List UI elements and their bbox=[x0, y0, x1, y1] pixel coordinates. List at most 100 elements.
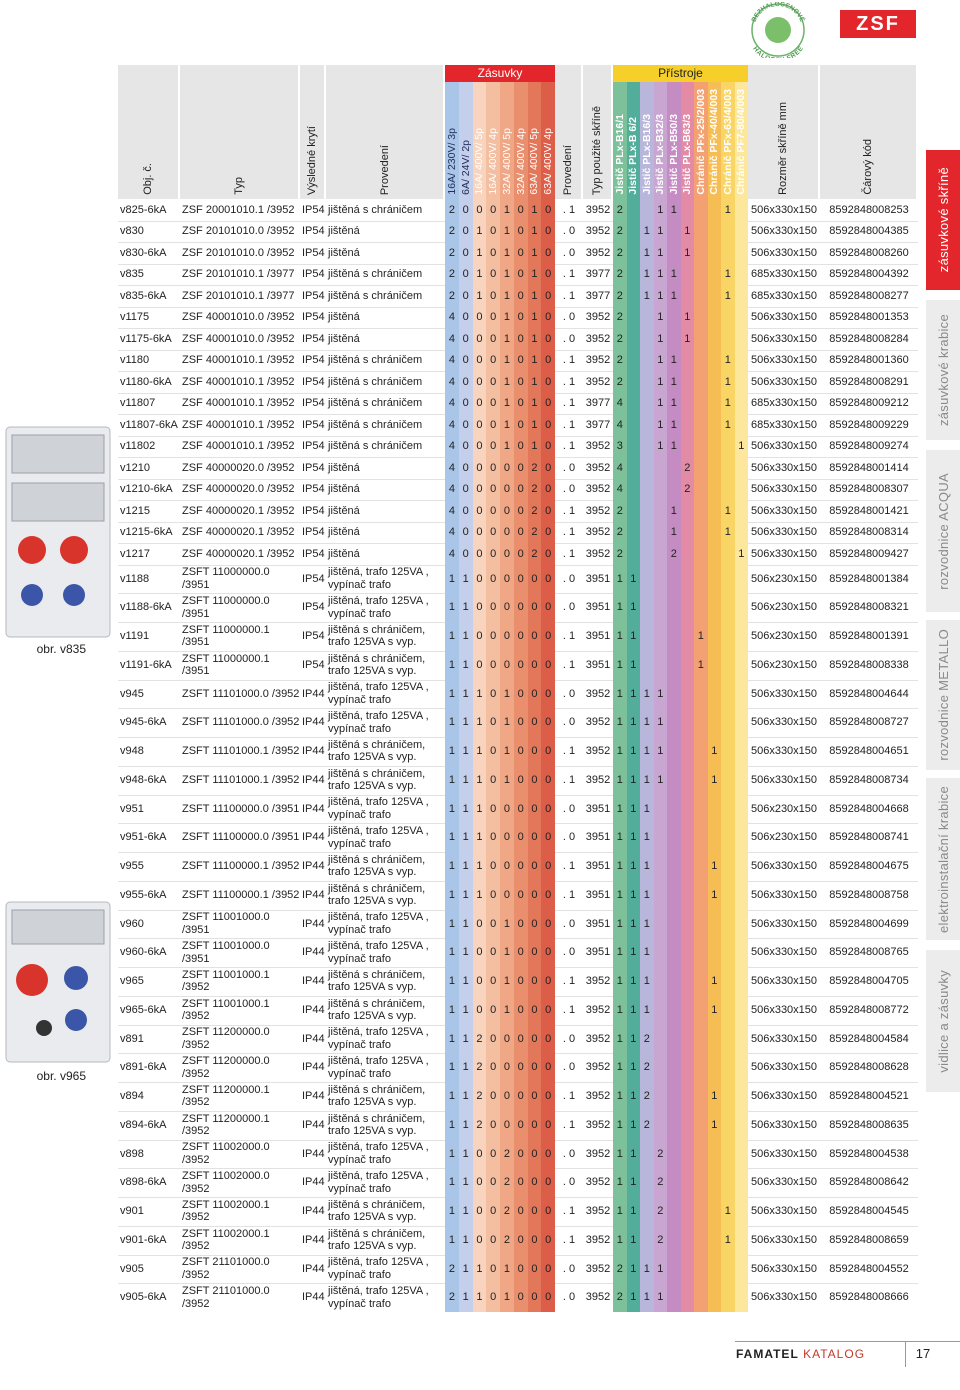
socket-cell: 0 bbox=[545, 311, 552, 323]
obj-cell: v948-6kA bbox=[120, 773, 167, 786]
enclosure-cell: 3952 bbox=[585, 225, 611, 237]
enclosure-cell: 3952 bbox=[585, 1176, 611, 1189]
type-cell: ZSFT 21101000.0 /3952 bbox=[182, 1256, 270, 1281]
side-tab-label: vidlice a zásuvky bbox=[935, 969, 951, 1073]
type-cell: ZSF 40001010.1 /3952 bbox=[182, 440, 295, 452]
socket-column bbox=[527, 82, 542, 1312]
socket-cell: 0 bbox=[490, 1032, 497, 1045]
socket-cell: 1 bbox=[462, 773, 469, 786]
socket-cell: 1 bbox=[503, 418, 510, 431]
socket-cell: 0 bbox=[517, 1205, 524, 1218]
type-cell: ZSF 40000020.0 /3952 bbox=[182, 461, 295, 474]
device-header-box: Jistič PLx-B16/1 bbox=[613, 82, 627, 199]
protection-cell: IP44 bbox=[302, 1147, 325, 1160]
device-cell: 1 bbox=[670, 289, 677, 302]
device-cell: 1 bbox=[630, 1262, 637, 1275]
column-header: Typ bbox=[233, 177, 245, 195]
socket-cell: 1 bbox=[448, 658, 455, 671]
design-cell: jištěná, trafo 125VA , vypínač trafo bbox=[328, 566, 429, 591]
device-cell: 1 bbox=[657, 332, 664, 345]
obj-cell: v951-6kA bbox=[120, 831, 167, 844]
socket-cell: 0 bbox=[476, 547, 483, 560]
socket-cell: 0 bbox=[462, 375, 469, 388]
enclosure-cell: 3952 bbox=[585, 461, 611, 474]
enclosure-cell: 3952 bbox=[585, 1061, 611, 1074]
socket-cell: 1 bbox=[448, 601, 455, 614]
device-cell: 1 bbox=[657, 268, 664, 280]
device-cell: 2 bbox=[684, 461, 691, 474]
socket-cell: 1 bbox=[476, 716, 483, 729]
design-cell: jištěná bbox=[328, 504, 360, 517]
device-cell: 1 bbox=[684, 332, 691, 345]
design-code-cell: . 1 bbox=[562, 203, 576, 216]
socket-cell: 0 bbox=[545, 1061, 552, 1074]
design-code-cell: . 1 bbox=[562, 888, 576, 901]
socket-cell: 1 bbox=[448, 802, 455, 815]
column-header: Provedení bbox=[562, 144, 574, 195]
socket-cell: 0 bbox=[490, 1205, 497, 1218]
device-cell: 2 bbox=[670, 547, 677, 560]
device-cell: 2 bbox=[657, 1147, 664, 1160]
device-cell: 1 bbox=[643, 268, 650, 280]
type-cell: ZSF 20001010.1 /3952 bbox=[182, 203, 295, 216]
device-cell: 1 bbox=[630, 946, 637, 959]
obj-cell: v835-6kA bbox=[120, 289, 167, 302]
obj-cell: v825-6kA bbox=[120, 203, 167, 216]
barcode-cell: 8592848008338 bbox=[829, 658, 909, 671]
socket-cell: 0 bbox=[476, 311, 483, 323]
size-cell: 506x330x150 bbox=[750, 203, 818, 216]
socket-cell: 1 bbox=[462, 630, 469, 643]
socket-cell: 0 bbox=[490, 1118, 497, 1131]
socket-cell: 1 bbox=[531, 225, 538, 237]
socket-cell: 0 bbox=[503, 831, 510, 844]
barcode-cell: 8592848008758 bbox=[829, 888, 909, 901]
enclosure-cell: 3952 bbox=[585, 1147, 611, 1160]
figure-image bbox=[5, 426, 111, 638]
socket-cell: 0 bbox=[476, 1176, 483, 1189]
socket-cell: 0 bbox=[517, 1090, 524, 1103]
design-cell: jištěná, trafo 125VA , vypínač trafo bbox=[328, 1256, 429, 1281]
barcode-cell: 8592848004538 bbox=[829, 1147, 909, 1160]
barcode-cell: 8592848004668 bbox=[829, 802, 909, 815]
socket-cell: 1 bbox=[503, 354, 510, 366]
device-cell: 1 bbox=[724, 1233, 731, 1246]
protection-cell: IP54 bbox=[302, 547, 325, 560]
barcode-cell: 8592848008284 bbox=[829, 332, 909, 345]
device-cell: 1 bbox=[724, 203, 731, 216]
socket-cell: 0 bbox=[545, 831, 552, 844]
socket-cell: 0 bbox=[531, 601, 538, 614]
device-cell: 1 bbox=[616, 1032, 623, 1045]
design-cell: jištěná bbox=[328, 246, 360, 259]
device-header: Jistič PLx-B16/3 bbox=[640, 114, 653, 195]
device-cell: 1 bbox=[630, 860, 637, 873]
barcode-cell: 8592848008277 bbox=[829, 289, 909, 302]
socket-column bbox=[472, 82, 487, 1312]
socket-cell: 0 bbox=[531, 773, 538, 786]
socket-cell: 0 bbox=[517, 418, 524, 431]
socket-cell: 2 bbox=[448, 203, 455, 216]
design-cell: jištěná bbox=[328, 547, 360, 560]
design-code-cell: . 0 bbox=[562, 572, 576, 585]
device-cell: 1 bbox=[630, 831, 637, 844]
socket-cell: 1 bbox=[462, 1233, 469, 1246]
socket-cell: 0 bbox=[462, 547, 469, 560]
design-code-cell: . 0 bbox=[562, 1176, 576, 1189]
socket-cell: 0 bbox=[517, 1003, 524, 1016]
protection-cell: IP54 bbox=[302, 418, 325, 431]
column-header: Čárový kód bbox=[862, 139, 874, 195]
socket-cell: 4 bbox=[448, 547, 455, 560]
socket-cell: 1 bbox=[462, 687, 469, 700]
socket-cell: 0 bbox=[503, 860, 510, 873]
device-cell: 1 bbox=[670, 268, 677, 280]
socket-cell: 0 bbox=[545, 1262, 552, 1275]
design-cell: jištěná s chráničem, trafo 125VA s vyp. bbox=[328, 623, 426, 649]
socket-cell: 0 bbox=[517, 888, 524, 901]
obj-cell: v948 bbox=[120, 745, 144, 758]
type-cell: ZSF 40001010.0 /3952 bbox=[182, 332, 295, 345]
barcode-cell: 8592848008635 bbox=[829, 1118, 909, 1131]
enclosure-cell: 3951 bbox=[585, 630, 611, 643]
socket-cell: 0 bbox=[531, 572, 538, 585]
socket-cell: 0 bbox=[545, 418, 552, 431]
socket-cell: 0 bbox=[503, 1090, 510, 1103]
socket-cell: 0 bbox=[545, 246, 552, 259]
